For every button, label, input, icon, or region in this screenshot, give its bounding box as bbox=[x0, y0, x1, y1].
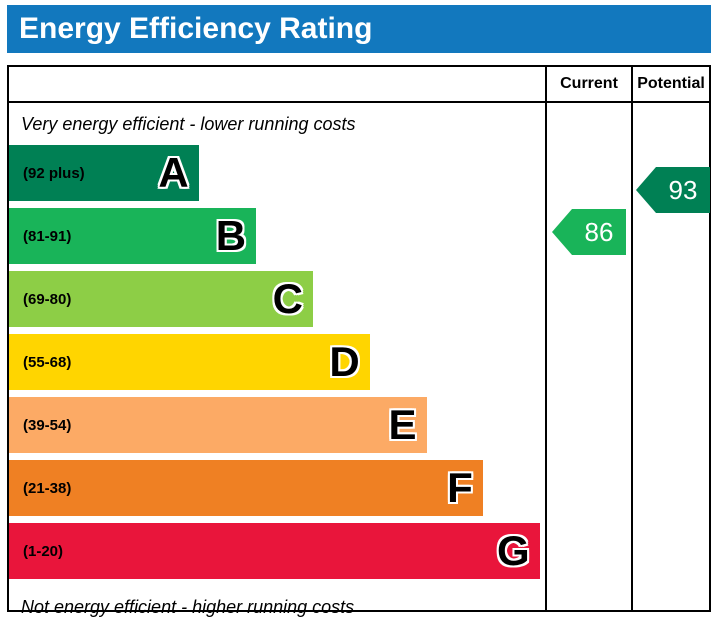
band-bar: (1-20) G bbox=[9, 523, 540, 579]
band-range: (1-20) bbox=[23, 542, 64, 560]
header-divider bbox=[9, 101, 709, 103]
band-letter: G bbox=[496, 527, 530, 574]
bands-area: Very energy efficient - lower running co… bbox=[9, 103, 545, 628]
potential-rating-arrow: 93 bbox=[636, 167, 710, 213]
current-rating-arrow: 86 bbox=[552, 209, 626, 255]
rating-band-e: (39-54) E bbox=[9, 397, 545, 453]
rating-band-g: (1-20) G bbox=[9, 523, 545, 579]
band-bar: (81-91) B bbox=[9, 208, 257, 264]
rating-band-a: (92 plus) A bbox=[9, 145, 545, 201]
band-range: (81-91) bbox=[23, 227, 72, 245]
potential-rating-value: 93 bbox=[656, 167, 710, 213]
bottom-note: Not energy efficient - higher running co… bbox=[21, 597, 355, 617]
band-bar: (69-80) C bbox=[9, 271, 313, 327]
rating-band-f: (21-38) F bbox=[9, 460, 545, 516]
page-title: Energy Efficiency Rating bbox=[19, 12, 373, 45]
band-letter: C bbox=[272, 275, 303, 322]
top-note: Very energy efficient - lower running co… bbox=[21, 114, 356, 134]
band-bar: (92 plus) A bbox=[9, 145, 199, 201]
rating-band-b: (81-91) B bbox=[9, 208, 545, 264]
rating-band-c: (69-80) C bbox=[9, 271, 545, 327]
current-column-header: Current bbox=[560, 75, 618, 92]
band-letter: E bbox=[388, 401, 417, 448]
band-letter: A bbox=[158, 149, 189, 196]
band-letter: F bbox=[447, 464, 473, 511]
current-column-divider bbox=[545, 67, 547, 610]
title-bar: Energy Efficiency Rating bbox=[7, 5, 711, 53]
current-rating-value: 86 bbox=[572, 209, 626, 255]
band-letter: B bbox=[215, 212, 247, 259]
band-bar: (39-54) E bbox=[9, 397, 427, 453]
potential-arrow-point-icon bbox=[636, 167, 656, 213]
potential-column-header: Potential bbox=[637, 75, 705, 92]
potential-column-divider bbox=[631, 67, 633, 610]
rating-band-d: (55-68) D bbox=[9, 334, 545, 390]
band-range: (92 plus) bbox=[23, 164, 85, 182]
band-range: (69-80) bbox=[23, 290, 72, 308]
band-bar: (21-38) F bbox=[9, 460, 483, 516]
band-range: (39-54) bbox=[23, 416, 72, 434]
band-letter: D bbox=[329, 338, 360, 385]
energy-efficiency-chart: Current Potential Very energy efficient … bbox=[7, 65, 711, 617]
band-range: (21-38) bbox=[23, 479, 72, 497]
current-arrow-point-icon bbox=[552, 209, 572, 255]
band-bar: (55-68) D bbox=[9, 334, 370, 390]
band-range: (55-68) bbox=[23, 353, 72, 371]
